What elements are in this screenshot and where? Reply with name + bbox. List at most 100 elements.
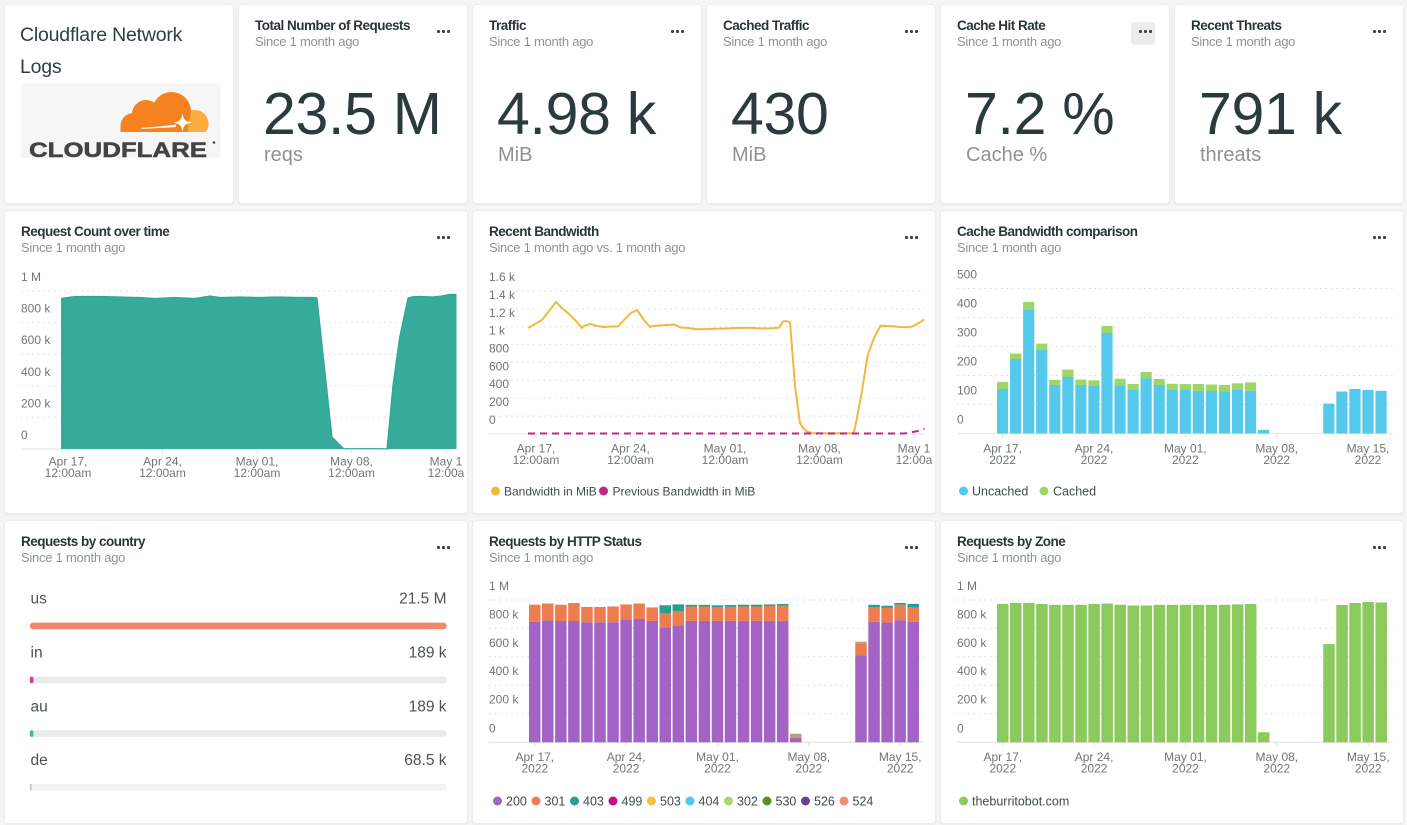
- svg-text:800 k: 800 k: [957, 607, 987, 621]
- svg-text:1 M: 1 M: [489, 579, 509, 593]
- svg-text:Apr 24,: Apr 24,: [143, 455, 182, 469]
- svg-text:Apr 17,: Apr 17,: [983, 750, 1022, 764]
- svg-text:400 k: 400 k: [957, 664, 987, 678]
- svg-text:21.5 M: 21.5 M: [399, 591, 446, 608]
- svg-text:2022: 2022: [1355, 762, 1382, 776]
- svg-text:May 1: May 1: [430, 455, 463, 469]
- svg-text:1.2 k: 1.2 k: [489, 306, 516, 320]
- svg-text:200: 200: [506, 795, 527, 809]
- svg-text:0: 0: [489, 721, 496, 735]
- svg-text:May 08,: May 08,: [330, 455, 373, 469]
- svg-text:200: 200: [489, 395, 509, 409]
- svg-text:200 k: 200 k: [957, 693, 987, 707]
- svg-text:2022: 2022: [1172, 453, 1199, 467]
- svg-text:1 M: 1 M: [957, 579, 977, 593]
- svg-text:2022: 2022: [887, 762, 914, 776]
- svg-text:12:00am: 12:00am: [234, 466, 281, 480]
- svg-text:800: 800: [489, 342, 509, 356]
- svg-text:800 k: 800 k: [489, 607, 519, 621]
- svg-text:May 1: May 1: [898, 442, 931, 456]
- svg-text:400: 400: [489, 377, 509, 391]
- svg-text:2022: 2022: [1081, 453, 1108, 467]
- svg-text:600 k: 600 k: [21, 333, 51, 347]
- svg-text:in: in: [31, 645, 43, 662]
- svg-text:200 k: 200 k: [489, 693, 519, 707]
- svg-text:503: 503: [660, 795, 681, 809]
- svg-text:us: us: [31, 591, 48, 608]
- svg-text:400: 400: [957, 297, 977, 311]
- svg-text:12:00am: 12:00am: [513, 453, 560, 467]
- svg-text:2022: 2022: [1172, 762, 1199, 776]
- svg-text:1.6 k: 1.6 k: [489, 270, 516, 284]
- svg-text:May 08,: May 08,: [1255, 442, 1298, 456]
- svg-text:May 01,: May 01,: [1164, 750, 1207, 764]
- svg-text:600: 600: [489, 359, 509, 373]
- svg-text:12:00am: 12:00am: [328, 466, 375, 480]
- svg-text:530: 530: [776, 795, 797, 809]
- svg-text:2022: 2022: [989, 762, 1016, 776]
- svg-text:200: 200: [957, 355, 977, 369]
- svg-text:500: 500: [957, 268, 977, 282]
- svg-text:Apr 17,: Apr 17,: [49, 455, 88, 469]
- svg-text:de: de: [31, 752, 48, 769]
- svg-text:Previous Bandwidth in MiB: Previous Bandwidth in MiB: [613, 485, 756, 499]
- svg-text:2022: 2022: [704, 762, 731, 776]
- svg-text:May 01,: May 01,: [696, 750, 739, 764]
- svg-text:600 k: 600 k: [489, 636, 519, 650]
- svg-text:1 k: 1 k: [489, 324, 506, 338]
- svg-text:2022: 2022: [613, 762, 640, 776]
- svg-text:May 08,: May 08,: [787, 750, 830, 764]
- svg-text:1.4 k: 1.4 k: [489, 288, 516, 302]
- svg-text:0: 0: [489, 413, 496, 427]
- svg-text:2022: 2022: [521, 762, 548, 776]
- svg-text:2022: 2022: [1355, 453, 1382, 467]
- svg-text:100: 100: [957, 384, 977, 398]
- svg-text:189 k: 189 k: [409, 698, 447, 715]
- svg-text:12:00am: 12:00am: [139, 466, 186, 480]
- svg-text:Apr 24,: Apr 24,: [1075, 442, 1114, 456]
- svg-text:2022: 2022: [1263, 762, 1290, 776]
- svg-text:12:00am: 12:00am: [702, 453, 749, 467]
- svg-text:May 08,: May 08,: [798, 442, 841, 456]
- svg-text:Apr 24,: Apr 24,: [1075, 750, 1114, 764]
- svg-text:302: 302: [737, 795, 758, 809]
- svg-text:2022: 2022: [1263, 453, 1290, 467]
- svg-text:403: 403: [583, 795, 604, 809]
- svg-text:May 01,: May 01,: [704, 442, 747, 456]
- svg-text:0: 0: [21, 428, 28, 442]
- svg-text:au: au: [31, 698, 48, 715]
- svg-text:Apr 24,: Apr 24,: [607, 750, 646, 764]
- svg-text:Cached: Cached: [1053, 485, 1096, 499]
- svg-text:1 M: 1 M: [21, 270, 41, 284]
- svg-text:400 k: 400 k: [21, 365, 51, 379]
- svg-text:Bandwidth in MiB: Bandwidth in MiB: [504, 485, 597, 499]
- svg-text:12:00am: 12:00am: [45, 466, 92, 480]
- svg-text:301: 301: [545, 795, 566, 809]
- svg-text:600 k: 600 k: [957, 636, 987, 650]
- svg-text:300: 300: [957, 326, 977, 340]
- svg-text:May 08,: May 08,: [1255, 750, 1298, 764]
- svg-text:Apr 17,: Apr 17,: [983, 442, 1022, 456]
- svg-text:12:00a: 12:00a: [896, 453, 933, 467]
- svg-text:May 01,: May 01,: [1164, 442, 1207, 456]
- svg-text:0: 0: [957, 413, 964, 427]
- svg-text:189 k: 189 k: [409, 645, 447, 662]
- svg-text:2022: 2022: [795, 762, 822, 776]
- svg-text:2022: 2022: [1081, 762, 1108, 776]
- svg-text:404: 404: [699, 795, 720, 809]
- svg-text:Apr 24,: Apr 24,: [611, 442, 650, 456]
- svg-text:May 01,: May 01,: [236, 455, 279, 469]
- svg-text:Apr 17,: Apr 17,: [515, 750, 554, 764]
- svg-text:Apr 17,: Apr 17,: [517, 442, 556, 456]
- svg-text:400 k: 400 k: [489, 664, 519, 678]
- svg-text:200 k: 200 k: [21, 396, 51, 410]
- svg-text:May 15,: May 15,: [879, 750, 922, 764]
- svg-text:theburritobot.com: theburritobot.com: [972, 795, 1069, 809]
- svg-text:524: 524: [853, 795, 874, 809]
- svg-text:499: 499: [622, 795, 643, 809]
- svg-text:526: 526: [814, 795, 835, 809]
- svg-text:800 k: 800 k: [21, 302, 51, 316]
- svg-text:CLOUDFLARE: CLOUDFLARE: [29, 139, 207, 162]
- svg-text:2022: 2022: [989, 453, 1016, 467]
- svg-text:12:00am: 12:00am: [796, 453, 843, 467]
